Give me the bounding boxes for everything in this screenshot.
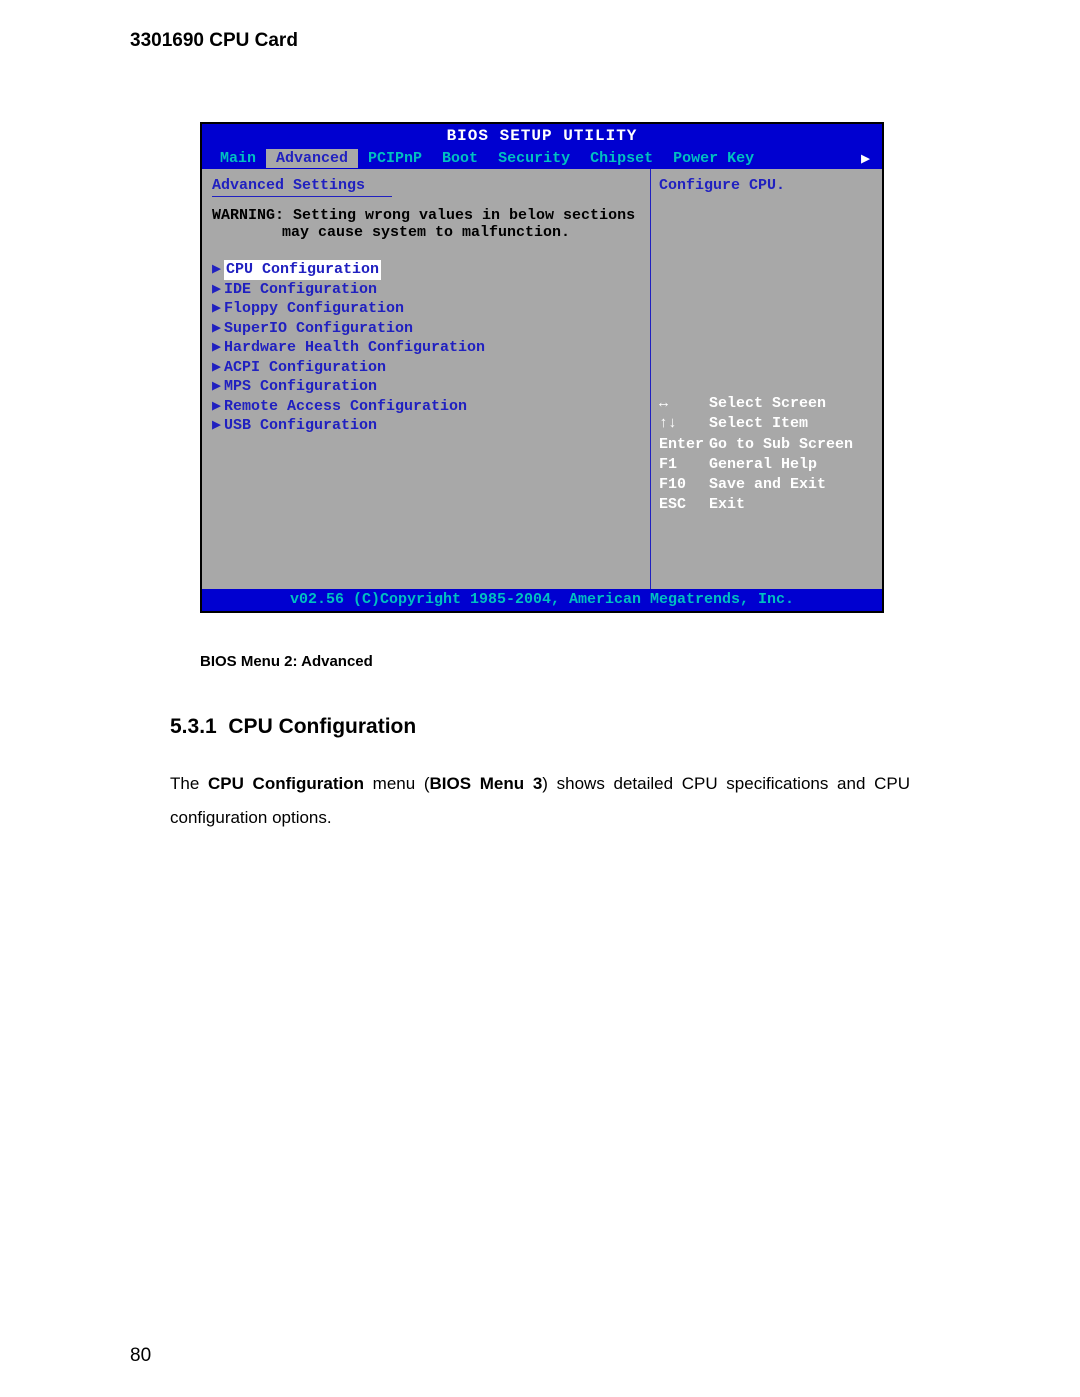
menu-item-acpi[interactable]: ▶ACPI Configuration: [212, 358, 640, 378]
bios-body: Advanced Settings WARNING: Setting wrong…: [202, 169, 882, 589]
tab-advanced[interactable]: Advanced: [266, 149, 358, 168]
menu-item-floppy[interactable]: ▶Floppy Configuration: [212, 299, 640, 319]
menu-item-mps[interactable]: ▶MPS Configuration: [212, 377, 640, 397]
tab-boot[interactable]: Boot: [432, 149, 488, 168]
figure-caption: BIOS Menu 2: Advanced: [200, 653, 950, 670]
tab-chipset[interactable]: Chipset: [580, 149, 663, 168]
bios-screenshot: BIOS SETUP UTILITY Main Advanced PCIPnP …: [200, 122, 884, 613]
menu-item-superio[interactable]: ▶SuperIO Configuration: [212, 319, 640, 339]
help-text: Configure CPU.: [659, 177, 874, 194]
page-number: 80: [130, 1345, 151, 1367]
scroll-right-icon[interactable]: ▶: [861, 149, 874, 168]
menu-list: ▶CPU Configuration ▶IDE Configuration ▶F…: [212, 259, 640, 436]
divider: [212, 196, 392, 197]
hint-screen: ↔Select Screen: [659, 394, 874, 414]
bios-tab-bar: Main Advanced PCIPnP Boot Security Chips…: [202, 148, 882, 169]
hint-f1: F1General Help: [659, 455, 874, 475]
tab-pcipnp[interactable]: PCIPnP: [358, 149, 432, 168]
warning-line-2: may cause system to malfunction.: [212, 224, 640, 241]
settings-title: Advanced Settings: [212, 177, 640, 194]
menu-item-cpu[interactable]: ▶CPU Configuration: [212, 259, 640, 280]
bios-right-pane: Configure CPU. ↔Select Screen ↑↓Select I…: [651, 169, 882, 589]
bios-footer: v02.56 (C)Copyright 1985-2004, American …: [202, 589, 882, 611]
hint-esc: ESCExit: [659, 495, 874, 515]
menu-item-ide[interactable]: ▶IDE Configuration: [212, 280, 640, 300]
bios-left-pane: Advanced Settings WARNING: Setting wrong…: [202, 169, 651, 589]
body-paragraph: The CPU Configuration menu (BIOS Menu 3)…: [170, 767, 910, 835]
hint-item: ↑↓Select Item: [659, 414, 874, 434]
menu-item-hardware[interactable]: ▶Hardware Health Configuration: [212, 338, 640, 358]
tab-power-key[interactable]: Power Key: [663, 149, 764, 168]
tab-security[interactable]: Security: [488, 149, 580, 168]
section-heading: 5.3.1 CPU Configuration: [170, 715, 950, 739]
hint-enter: EnterGo to Sub Screen: [659, 435, 874, 455]
page-header: 3301690 CPU Card: [130, 30, 950, 52]
hint-f10: F10Save and Exit: [659, 475, 874, 495]
bios-title: BIOS SETUP UTILITY: [202, 124, 882, 148]
tab-main[interactable]: Main: [210, 149, 266, 168]
key-hints: ↔Select Screen ↑↓Select Item EnterGo to …: [659, 394, 874, 516]
menu-item-remote[interactable]: ▶Remote Access Configuration: [212, 397, 640, 417]
menu-item-usb[interactable]: ▶USB Configuration: [212, 416, 640, 436]
warning-line-1: WARNING: Setting wrong values in below s…: [212, 207, 640, 224]
